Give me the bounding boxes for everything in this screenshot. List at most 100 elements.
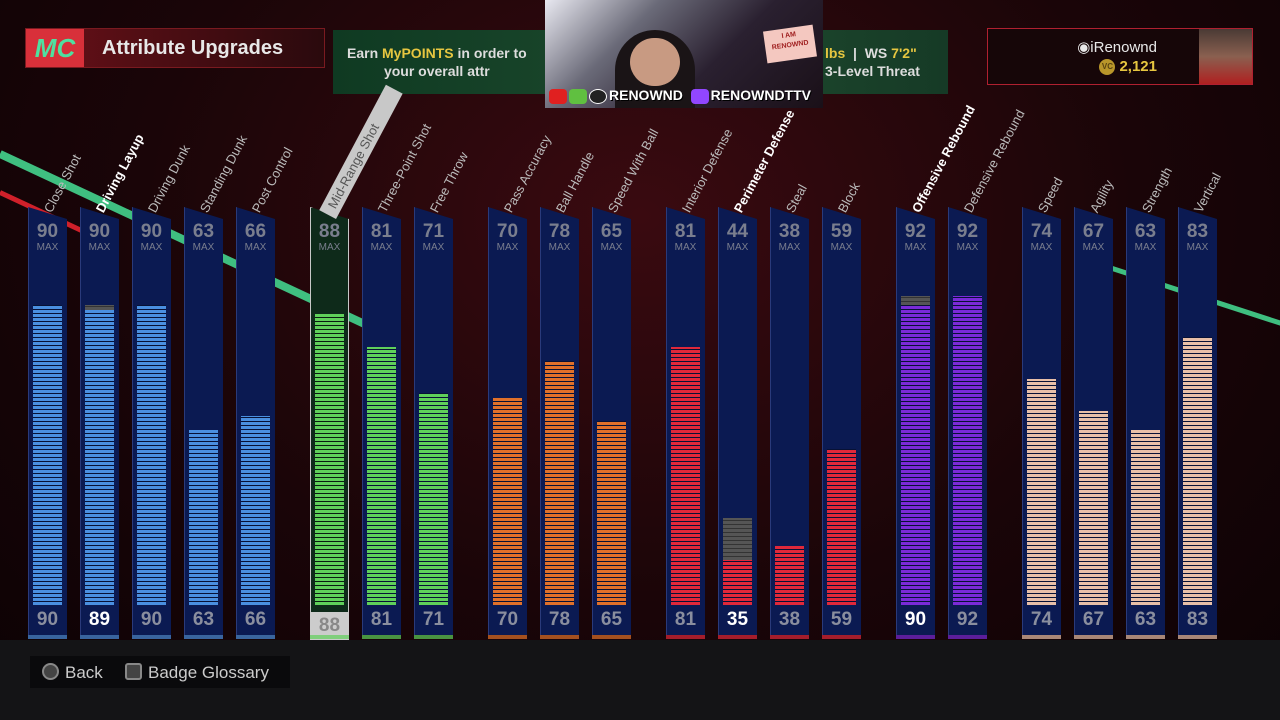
current-value: 65 (600, 609, 623, 630)
current-value: 74 (1030, 609, 1053, 630)
max-label: MAX (956, 242, 979, 253)
attribute-column[interactable]: 65 MAX 65 (592, 207, 631, 639)
playstation-icon: ◉ (1077, 39, 1091, 56)
attribute-column[interactable]: 83 MAX 83 (1178, 207, 1217, 639)
current-value: 81 (370, 609, 393, 630)
webcam-overlay: I AM RENOWND RENOWND RENOWNDTTV (545, 0, 823, 108)
attribute-bar-fill (1183, 337, 1212, 605)
max-label: MAX (548, 242, 571, 253)
attribute-bar-fill (597, 420, 626, 605)
max-label: MAX (830, 242, 853, 253)
attribute-column[interactable]: 67 MAX 67 (1074, 207, 1113, 639)
current-value: 67 (1082, 609, 1105, 630)
current-value: 78 (548, 609, 571, 630)
user-panel: ◉iRenownd VC 2,121 (987, 28, 1253, 85)
attribute-bar-fill (1027, 379, 1056, 605)
attribute-column[interactable]: 74 MAX 74 (1022, 207, 1061, 639)
attribute-column[interactable]: 59 MAX 59 (822, 207, 861, 639)
attribute-column[interactable]: 38 MAX 38 (770, 207, 809, 639)
max-value: 63 (192, 221, 215, 242)
attribute-column[interactable]: 70 MAX 70 (488, 207, 527, 639)
max-value: 65 (600, 221, 623, 242)
attribute-column[interactable]: 71 MAX 71 (414, 207, 453, 639)
current-value: 89 (88, 609, 111, 630)
mypoints-text: MyPOINTS (382, 45, 454, 61)
attribute-column[interactable]: 90 MAX 90 (132, 207, 171, 639)
max-label: MAX (244, 242, 267, 253)
pending-upgrade-bar (85, 305, 114, 310)
max-value: 71 (422, 221, 445, 242)
page-title: Attribute Upgrades (102, 37, 284, 59)
max-value: 92 (956, 221, 979, 242)
max-value: 81 (674, 221, 697, 242)
attribute-bar-fill (33, 305, 62, 605)
attribute-bar-fill (827, 448, 856, 605)
square-button-icon (125, 663, 142, 680)
attribute-bar-fill (775, 545, 804, 605)
attribute-column[interactable]: 88 MAX 88 (310, 207, 349, 640)
current-value: 81 (674, 609, 697, 630)
attribute-bar-fill (953, 295, 982, 605)
attribute-bar-fill (367, 346, 396, 605)
max-value: 92 (904, 221, 927, 242)
max-value: 66 (244, 221, 267, 242)
attribute-column[interactable]: 90 MAX 89 (80, 207, 119, 639)
attribute-bar-fill (545, 360, 574, 605)
attribute-column[interactable]: 44 MAX 35 (718, 207, 757, 639)
max-value: 67 (1082, 221, 1105, 242)
max-value: 90 (88, 221, 111, 242)
attribute-column[interactable]: 81 MAX 81 (362, 207, 401, 639)
attribute-column[interactable]: 63 MAX 63 (1126, 207, 1165, 639)
attribute-column[interactable]: 92 MAX 92 (948, 207, 987, 639)
current-value: 70 (496, 609, 519, 630)
badge-glossary-button[interactable]: Badge Glossary (125, 663, 269, 683)
streamer-face (630, 38, 680, 86)
avatar (1199, 29, 1252, 84)
current-value: 90 (140, 609, 163, 630)
vc-coin-icon: VC (1099, 59, 1116, 76)
max-label: MAX (904, 242, 927, 253)
attribute-column[interactable]: 92 MAX 90 (896, 207, 935, 639)
current-value: 59 (830, 609, 853, 630)
max-label: MAX (422, 242, 445, 253)
attribute-bar-fill (493, 397, 522, 605)
pending-upgrade-bar (723, 517, 752, 560)
current-value: 90 (36, 609, 59, 630)
attribute-bar-fill (189, 430, 218, 605)
current-value: 71 (422, 609, 445, 630)
max-label: MAX (1082, 242, 1105, 253)
attribute-column[interactable]: 78 MAX 78 (540, 207, 579, 639)
max-value: 59 (830, 221, 853, 242)
kick-icon (569, 88, 587, 104)
max-label: MAX (318, 242, 341, 253)
attribute-bar-fill (241, 416, 270, 605)
max-label: MAX (600, 242, 623, 253)
twitch-icon (690, 88, 709, 104)
attribute-bar-fill (1079, 411, 1108, 605)
attribute-column[interactable]: 63 MAX 63 (184, 207, 223, 639)
max-label: MAX (496, 242, 519, 253)
attribute-bar-fill (671, 346, 700, 605)
max-value: 83 (1186, 221, 1209, 242)
vc-balance: 2,121 (1119, 58, 1157, 75)
circle-button-icon (42, 663, 59, 680)
wingspan-label: WS (864, 45, 888, 61)
attribute-column[interactable]: 66 MAX 66 (236, 207, 275, 639)
attribute-bar-fill (315, 314, 344, 605)
max-label: MAX (1134, 242, 1157, 253)
max-label: MAX (370, 242, 393, 253)
current-value: 83 (1186, 609, 1209, 630)
attribute-column[interactable]: 81 MAX 81 (666, 207, 705, 639)
mycareer-logo: MC (26, 29, 84, 67)
back-button[interactable]: Back (42, 663, 103, 683)
current-value: 90 (904, 609, 927, 630)
current-value: 66 (244, 609, 267, 630)
attribute-bar-fill (1131, 430, 1160, 605)
max-label: MAX (88, 242, 111, 253)
max-label: MAX (1186, 242, 1209, 253)
max-label: MAX (1030, 242, 1053, 253)
max-label: MAX (726, 242, 749, 253)
attribute-column[interactable]: 90 MAX 90 (28, 207, 67, 639)
youtube-icon (549, 88, 567, 104)
max-label: MAX (674, 242, 697, 253)
